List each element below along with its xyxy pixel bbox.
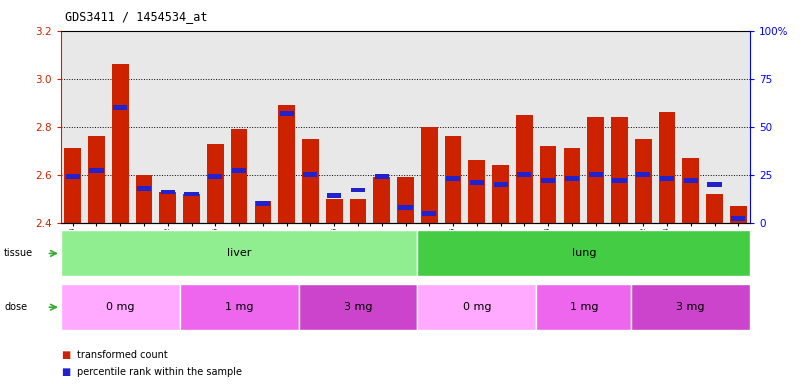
Bar	[398, 205, 413, 210]
Text: 3 mg: 3 mg	[676, 302, 705, 312]
Bar	[298, 284, 418, 330]
Bar	[589, 172, 603, 177]
Bar	[114, 105, 127, 110]
Bar	[255, 201, 271, 223]
Bar	[207, 144, 224, 223]
Bar	[541, 178, 556, 183]
Bar	[418, 230, 750, 276]
Bar	[444, 136, 461, 223]
Bar	[517, 172, 531, 177]
Bar	[89, 169, 104, 173]
Bar	[492, 165, 509, 223]
Text: 3 mg: 3 mg	[344, 302, 372, 312]
Bar	[280, 111, 294, 116]
Bar	[161, 190, 175, 194]
Bar	[255, 201, 270, 206]
Text: 1 mg: 1 mg	[225, 302, 253, 312]
Bar	[232, 169, 247, 173]
Text: transformed count: transformed count	[77, 350, 168, 360]
Text: lung: lung	[572, 248, 596, 258]
Bar	[706, 194, 723, 223]
Bar	[636, 172, 650, 177]
Bar	[516, 115, 533, 223]
Bar	[327, 194, 341, 198]
Bar	[135, 175, 152, 223]
Bar	[350, 199, 367, 223]
Text: percentile rank within the sample: percentile rank within the sample	[77, 367, 242, 377]
Bar	[707, 182, 722, 187]
Bar	[470, 180, 484, 185]
Bar	[66, 174, 79, 179]
Bar	[682, 158, 699, 223]
Bar	[587, 117, 604, 223]
Bar	[421, 127, 438, 223]
Text: ■: ■	[61, 350, 70, 360]
Bar	[730, 206, 747, 223]
Bar	[231, 129, 247, 223]
Bar	[160, 192, 176, 223]
Bar	[494, 182, 508, 187]
Bar	[418, 284, 536, 330]
Bar	[612, 178, 627, 183]
Bar	[208, 174, 222, 179]
Bar	[660, 176, 674, 181]
Bar	[278, 105, 295, 223]
Bar	[536, 284, 631, 330]
Bar	[631, 284, 750, 330]
Bar	[137, 186, 151, 190]
Text: 1 mg: 1 mg	[569, 302, 598, 312]
Bar	[469, 161, 485, 223]
Bar	[61, 230, 418, 276]
Text: 0 mg: 0 mg	[462, 302, 491, 312]
Bar	[564, 148, 580, 223]
Bar	[302, 139, 319, 223]
Bar	[64, 148, 81, 223]
Bar	[303, 172, 317, 177]
Bar	[423, 211, 436, 215]
Bar	[732, 217, 745, 221]
Bar	[564, 176, 579, 181]
Text: dose: dose	[4, 302, 28, 312]
Text: ■: ■	[61, 367, 70, 377]
Bar	[180, 284, 298, 330]
Text: 0 mg: 0 mg	[106, 302, 135, 312]
Bar	[611, 117, 628, 223]
Text: tissue: tissue	[4, 248, 33, 258]
Bar	[373, 177, 390, 223]
Bar	[540, 146, 556, 223]
Bar	[635, 139, 651, 223]
Bar	[183, 194, 200, 223]
Bar	[684, 178, 697, 183]
Bar	[351, 188, 365, 192]
Bar	[88, 136, 105, 223]
Bar	[61, 284, 180, 330]
Bar	[397, 177, 414, 223]
Text: GDS3411 / 1454534_at: GDS3411 / 1454534_at	[65, 10, 208, 23]
Bar	[446, 176, 460, 181]
Bar	[375, 174, 388, 179]
Bar	[184, 192, 199, 196]
Bar	[659, 113, 676, 223]
Bar	[326, 199, 342, 223]
Bar	[112, 65, 129, 223]
Text: liver: liver	[227, 248, 251, 258]
